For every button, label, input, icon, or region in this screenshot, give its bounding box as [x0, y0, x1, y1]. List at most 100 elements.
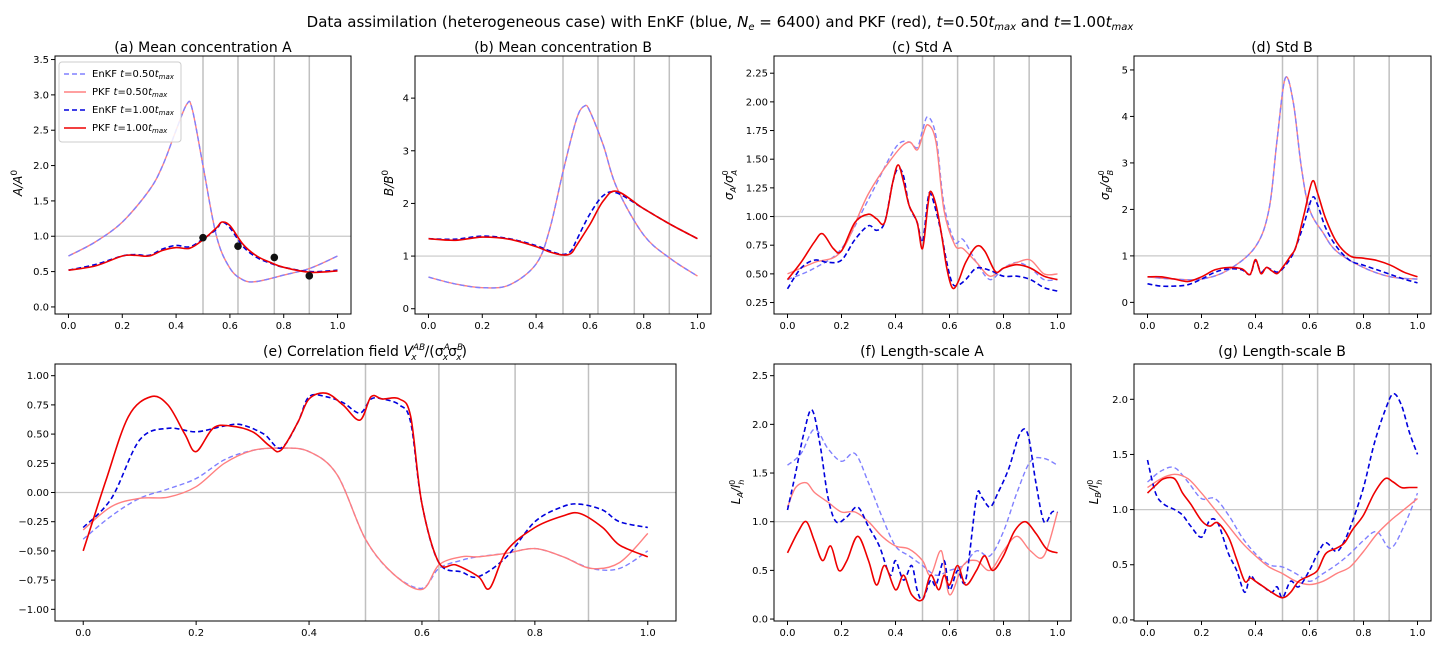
panel-a: 0.0 0.2 0.4 0.6 0.8 1.0 0.0 0.5 1.0 1.5 2.0 2.5 3.0 3… [33, 55, 352, 332]
panel-e: 0.0 0.2 0.4 0.6 0.8 1.0 −1.00 −0.75 −0.50 −0.25 0.… [18, 363, 677, 639]
panel-g-xtick-label: 0.0 [1140, 628, 1156, 639]
panel-a-xtick-label: 0.0 [61, 321, 77, 332]
panel-f-xtick-label: 1.0 [1050, 628, 1066, 639]
panel-d-xtick-label: 0.6 [1302, 321, 1318, 332]
panel-b-line-enkf-half-overlay [428, 104, 698, 289]
panel-b-xtick-label: 0.2 [474, 321, 490, 332]
panel-d-lines [1147, 76, 1418, 288]
panel-g-ytick-label: 1.0 [1112, 505, 1128, 516]
panel-e-line-enkf_full [82, 393, 648, 579]
panel-b-ytick-label: 0 [403, 304, 409, 315]
legend-label-pkf-full: PKF t=1.00tmax [92, 123, 168, 135]
panel-f-frame [773, 363, 1072, 622]
panel-a-observation-point [270, 253, 279, 262]
panel-d-xtick-label: 0.8 [1356, 321, 1372, 332]
panel-g: 0.0 0.2 0.4 0.6 0.8 1.0 0.0 0.5 1.0 1.5 2.0 [1112, 363, 1432, 639]
legend-label-enkf-full: EnKF t=1.00tmax [92, 105, 175, 117]
panel-d-xtick-label: 0.2 [1194, 321, 1210, 332]
panel-c-ytick-label: 1.75 [746, 126, 768, 137]
panel-a-observation-point [305, 272, 314, 280]
panel-g-frame [1133, 363, 1432, 622]
panel-b-xtick-label: 0.4 [528, 321, 544, 332]
panel-g-ytick-label: 2.0 [1112, 395, 1128, 406]
panel-c-xtick-label: 1.0 [1050, 321, 1066, 332]
panel-a-ytick-label: 2.0 [33, 161, 49, 172]
panel-d-frame [1133, 55, 1432, 315]
panel-a-line-enkf-half-overlay [68, 100, 338, 283]
panel-d-ytick-label: 3 [1122, 158, 1128, 169]
panel-c-frame [773, 55, 1072, 315]
panel-d-ytick-label: 1 [1122, 251, 1128, 262]
panel-a-xtick-label: 0.2 [114, 321, 130, 332]
panel-a-xtick-label: 0.8 [276, 321, 292, 332]
panel-e-xtick-label: 1.0 [640, 628, 656, 639]
panel-c-line-pkf_full [786, 164, 1058, 290]
panel-g-line-pkf_full [1146, 476, 1418, 599]
panel-g-line-enkf_half [1147, 466, 1419, 583]
panel-f-ytick-label: 0.5 [752, 566, 768, 577]
panel-e-xtick-label: 0.2 [188, 628, 204, 639]
panel-c-xtick-label: 0.0 [780, 321, 796, 332]
panel-a-ytick-label: 0.5 [33, 267, 49, 278]
panel-d-ytick-label: 2 [1122, 205, 1128, 216]
panel-g-xtick-label: 0.8 [1356, 628, 1372, 639]
panel-g-lines [1146, 392, 1419, 599]
panel-a-ytick-label: 1.0 [33, 232, 49, 243]
panel-f-title: (f) Length-scale A [860, 344, 984, 360]
panels: 0.0 0.2 0.4 0.6 0.8 1.0 0.0 0.5 1.0 1.5 2.0 2.5 3.0 3… [18, 55, 1432, 639]
panel-e-line-pkf_full [82, 392, 649, 590]
panel-f: 0.0 0.2 0.4 0.6 0.8 1.0 0.0 0.5 1.0 1.5 2.0 2.5 [752, 363, 1072, 639]
panel-f-xtick-label: 0.0 [780, 628, 796, 639]
panel-a-ytick-label: 2.5 [33, 126, 49, 137]
panel-g-xtick-label: 1.0 [1410, 628, 1426, 639]
panel-c-ytick-label: 1.25 [746, 183, 768, 194]
panel-b: 0.0 0.2 0.4 0.6 0.8 1.0 0 1 2 3 4 [403, 55, 712, 332]
panel-f-ytick-label: 1.0 [752, 517, 768, 528]
panel-b-frame [414, 55, 712, 315]
panel-f-ytick-label: 0.0 [752, 615, 768, 626]
legend-label-pkf-half: PKF t=0.50tmax [92, 87, 168, 99]
panel-c-lines [786, 116, 1058, 292]
panel-g-title: (g) Length-scale B [1218, 344, 1346, 360]
panel-g-ylabel: LB/l0h [1086, 480, 1104, 505]
panel-d-xtick-label: 1.0 [1410, 321, 1426, 332]
panel-f-xtick-label: 0.8 [996, 628, 1012, 639]
panel-g-xtick-label: 0.2 [1194, 628, 1210, 639]
panel-e-xtick-label: 0.4 [301, 628, 317, 639]
panel-b-ytick-label: 1 [403, 252, 409, 263]
panel-a-frame [54, 55, 352, 315]
panel-a-ytick-label: 0.0 [33, 302, 49, 313]
panel-e-xtick-label: 0.6 [414, 628, 430, 639]
panel-e-xtick-label: 0.8 [527, 628, 543, 639]
panel-a-line-pkf_full [68, 221, 338, 274]
panel-g-ytick-label: 0.5 [1112, 560, 1128, 571]
panel-c-ytick-label: 0.75 [746, 241, 768, 252]
panel-f-ytick-label: 2.0 [752, 420, 768, 431]
panel-g-line-pkf_half [1147, 473, 1418, 586]
panel-b-ytick-label: 3 [403, 146, 409, 157]
panel-c-title: (c) Std A [892, 40, 953, 56]
panel-c-ytick-label: 2.25 [746, 69, 768, 80]
panel-a-ytick-label: 3.0 [33, 90, 49, 101]
panel-c-xtick-label: 0.6 [942, 321, 958, 332]
panel-g-line-enkf_full [1146, 392, 1419, 599]
panel-a-title: (a) Mean concentration A [114, 40, 292, 56]
panel-f-xtick-label: 0.2 [834, 628, 850, 639]
panel-a-xtick-label: 1.0 [330, 321, 346, 332]
panel-g-xtick-label: 0.6 [1302, 628, 1318, 639]
panel-a-xtick-label: 0.4 [168, 321, 184, 332]
legend-box [58, 61, 182, 143]
panel-d-ytick-label: 5 [1122, 65, 1128, 76]
panel-a-observation-point [199, 233, 207, 242]
panel-b-xtick-label: 0.6 [582, 321, 598, 332]
panel-a-lines [68, 100, 338, 283]
panel-e-ytick-label: 0.75 [27, 400, 49, 411]
panel-d-ytick-label: 4 [1122, 112, 1128, 123]
panel-d: 0.0 0.2 0.4 0.6 0.8 1.0 0 1 2 3 4 5 [1122, 55, 1432, 332]
panel-e-ytick-label: 0.25 [27, 459, 49, 470]
panel-f-xtick-label: 0.4 [888, 628, 904, 639]
panel-b-title: (b) Mean concentration B [474, 40, 652, 56]
panel-b-xtick-label: 0.0 [421, 321, 437, 332]
panel-c-ytick-label: 0.25 [746, 298, 768, 309]
